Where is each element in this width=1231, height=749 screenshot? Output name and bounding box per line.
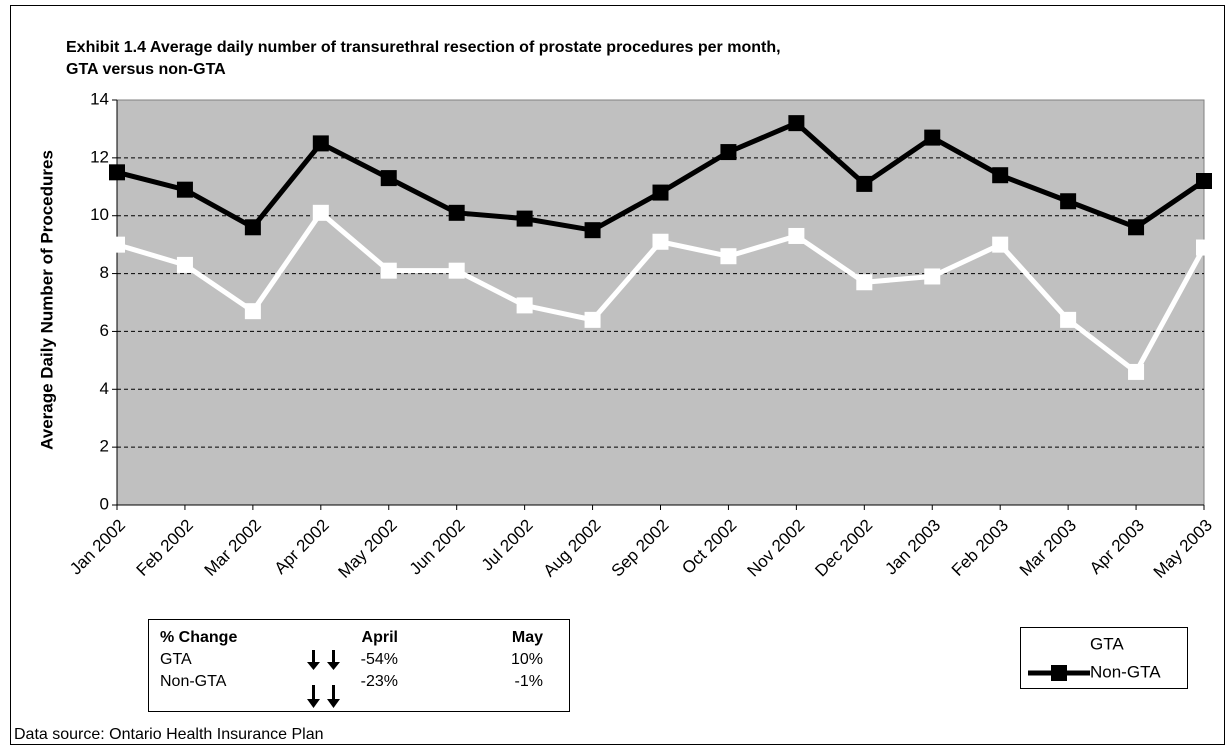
chart-title: Exhibit 1.4 Average daily number of tran…	[66, 39, 781, 56]
arrows	[307, 650, 340, 708]
marker	[380, 262, 397, 279]
marker	[312, 135, 329, 152]
y-axis-label: Average Daily Number of Procedures	[37, 150, 56, 450]
marker	[176, 256, 193, 273]
marker	[856, 274, 873, 291]
marker	[992, 236, 1009, 253]
table-header: % Change	[160, 629, 237, 646]
marker	[1060, 193, 1077, 210]
marker	[584, 222, 601, 239]
marker	[244, 219, 261, 236]
table-cell: -1%	[515, 673, 543, 690]
y-tick-label: 0	[100, 494, 109, 513]
marker	[1128, 363, 1145, 380]
marker	[176, 181, 193, 198]
y-tick-label: 14	[90, 89, 109, 108]
source: Data source: Ontario Health Insurance Pl…	[14, 726, 324, 743]
legend-marker	[1051, 637, 1067, 653]
marker	[244, 303, 261, 320]
legend-label: GTA	[1090, 634, 1124, 653]
table-cell: -23%	[361, 673, 398, 690]
table-header: May	[512, 629, 543, 646]
legend-label: Non-GTA	[1090, 662, 1161, 681]
y-tick-label: 4	[100, 379, 109, 398]
marker	[312, 204, 329, 221]
marker	[856, 175, 873, 192]
marker	[448, 204, 465, 221]
table-cell: -54%	[361, 651, 398, 668]
y-tick-label: 10	[90, 205, 109, 224]
marker	[992, 167, 1009, 184]
table-cell: GTA	[160, 651, 192, 668]
marker	[109, 164, 125, 181]
marker	[1128, 219, 1145, 236]
marker	[584, 311, 601, 328]
marker	[788, 115, 805, 132]
marker	[652, 184, 669, 201]
marker	[516, 297, 533, 314]
y-tick-label: 6	[100, 321, 109, 340]
table-header: April	[362, 629, 398, 646]
marker	[924, 268, 941, 285]
plot-area	[116, 99, 1205, 506]
marker	[516, 210, 533, 227]
marker	[720, 144, 737, 161]
marker	[380, 170, 397, 187]
marker	[1196, 239, 1212, 256]
table-cell: Non-GTA	[160, 673, 227, 690]
y-tick-label: 2	[100, 437, 109, 456]
y-tick-label: 12	[90, 147, 109, 166]
chart-title: GTA versus non-GTA	[66, 61, 226, 78]
marker	[720, 248, 737, 265]
table-cell: 10%	[511, 651, 543, 668]
marker	[788, 227, 805, 244]
marker	[448, 262, 465, 279]
marker	[924, 129, 941, 146]
legend	[1020, 627, 1188, 689]
y-tick-label: 8	[100, 263, 109, 282]
marker	[1060, 311, 1077, 328]
marker	[109, 236, 125, 253]
marker	[1196, 173, 1212, 189]
change-table	[148, 619, 570, 712]
legend-marker	[1051, 665, 1067, 681]
marker	[652, 233, 669, 250]
